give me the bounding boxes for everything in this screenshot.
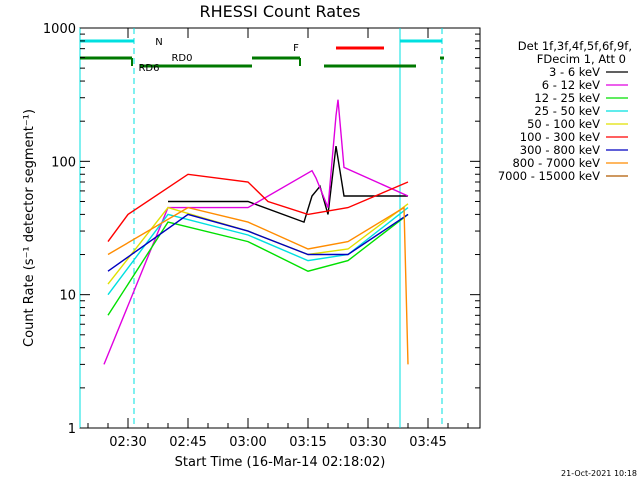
timestamp: 21-Oct-2021 10:18 — [561, 469, 637, 478]
legend-header-2: FDecim 1, Att 0 — [537, 52, 626, 66]
x-tick-label: 02:30 — [109, 435, 146, 450]
series-line-3 — [107, 207, 409, 296]
x-tick-label: 03:30 — [349, 435, 386, 450]
y-tick-label: 1 — [68, 422, 76, 437]
bar-label-n: N — [155, 37, 162, 48]
legend-label: 12 - 25 keV — [534, 91, 600, 105]
series-line-1 — [103, 99, 409, 365]
legend: Det 1f,3f,4f,5f,6f,9f, FDecim 1, Att 0 3… — [498, 39, 632, 183]
series-line-7 — [107, 206, 409, 365]
x-tick-label: 02:45 — [169, 435, 206, 450]
y-axis-label: Count Rate (s⁻¹ detector segment⁻¹) — [22, 109, 37, 347]
legend-label: 25 - 50 keV — [534, 104, 600, 118]
x-tick-label: 03:00 — [229, 435, 266, 450]
plot-frame — [79, 27, 481, 429]
attenuator-bars: N F RD0 RD6 — [80, 37, 444, 74]
legend-label: 50 - 100 keV — [527, 117, 600, 131]
series-line-2 — [107, 213, 409, 316]
legend-label: 300 - 800 keV — [520, 143, 600, 157]
legend-label: 100 - 300 keV — [520, 130, 600, 144]
bar-label-rd6: RD6 — [138, 63, 159, 74]
x-tick-label: 03:15 — [289, 435, 326, 450]
vertical-markers — [79, 28, 443, 428]
bar-label-rd0: RD0 — [171, 53, 192, 64]
y-axis-ticks: 1 10 100 1000 — [43, 22, 480, 437]
legend-label: 3 - 6 keV — [549, 65, 600, 79]
series-line-6 — [107, 213, 409, 272]
series-line-5 — [107, 173, 409, 243]
legend-label: 7000 - 15000 keV — [498, 169, 600, 183]
legend-label: 800 - 7000 keV — [512, 156, 600, 170]
bar-label-f: F — [293, 43, 299, 54]
series-group — [103, 99, 409, 365]
x-tick-label: 03:45 — [409, 435, 446, 450]
y-tick-label: 10 — [59, 289, 76, 304]
legend-header-1: Det 1f,3f,4f,5f,6f,9f, — [518, 39, 632, 53]
legend-label: 6 - 12 keV — [542, 78, 600, 92]
y-tick-label: 1000 — [43, 22, 76, 37]
x-axis-label: Start Time (16-Mar-14 02:18:02) — [175, 455, 386, 470]
y-tick-label: 100 — [51, 155, 76, 170]
chart-title: RHESSI Count Rates — [200, 2, 361, 21]
x-axis-ticks: 02:30 02:45 03:00 03:15 03:30 03:45 — [87, 28, 469, 450]
